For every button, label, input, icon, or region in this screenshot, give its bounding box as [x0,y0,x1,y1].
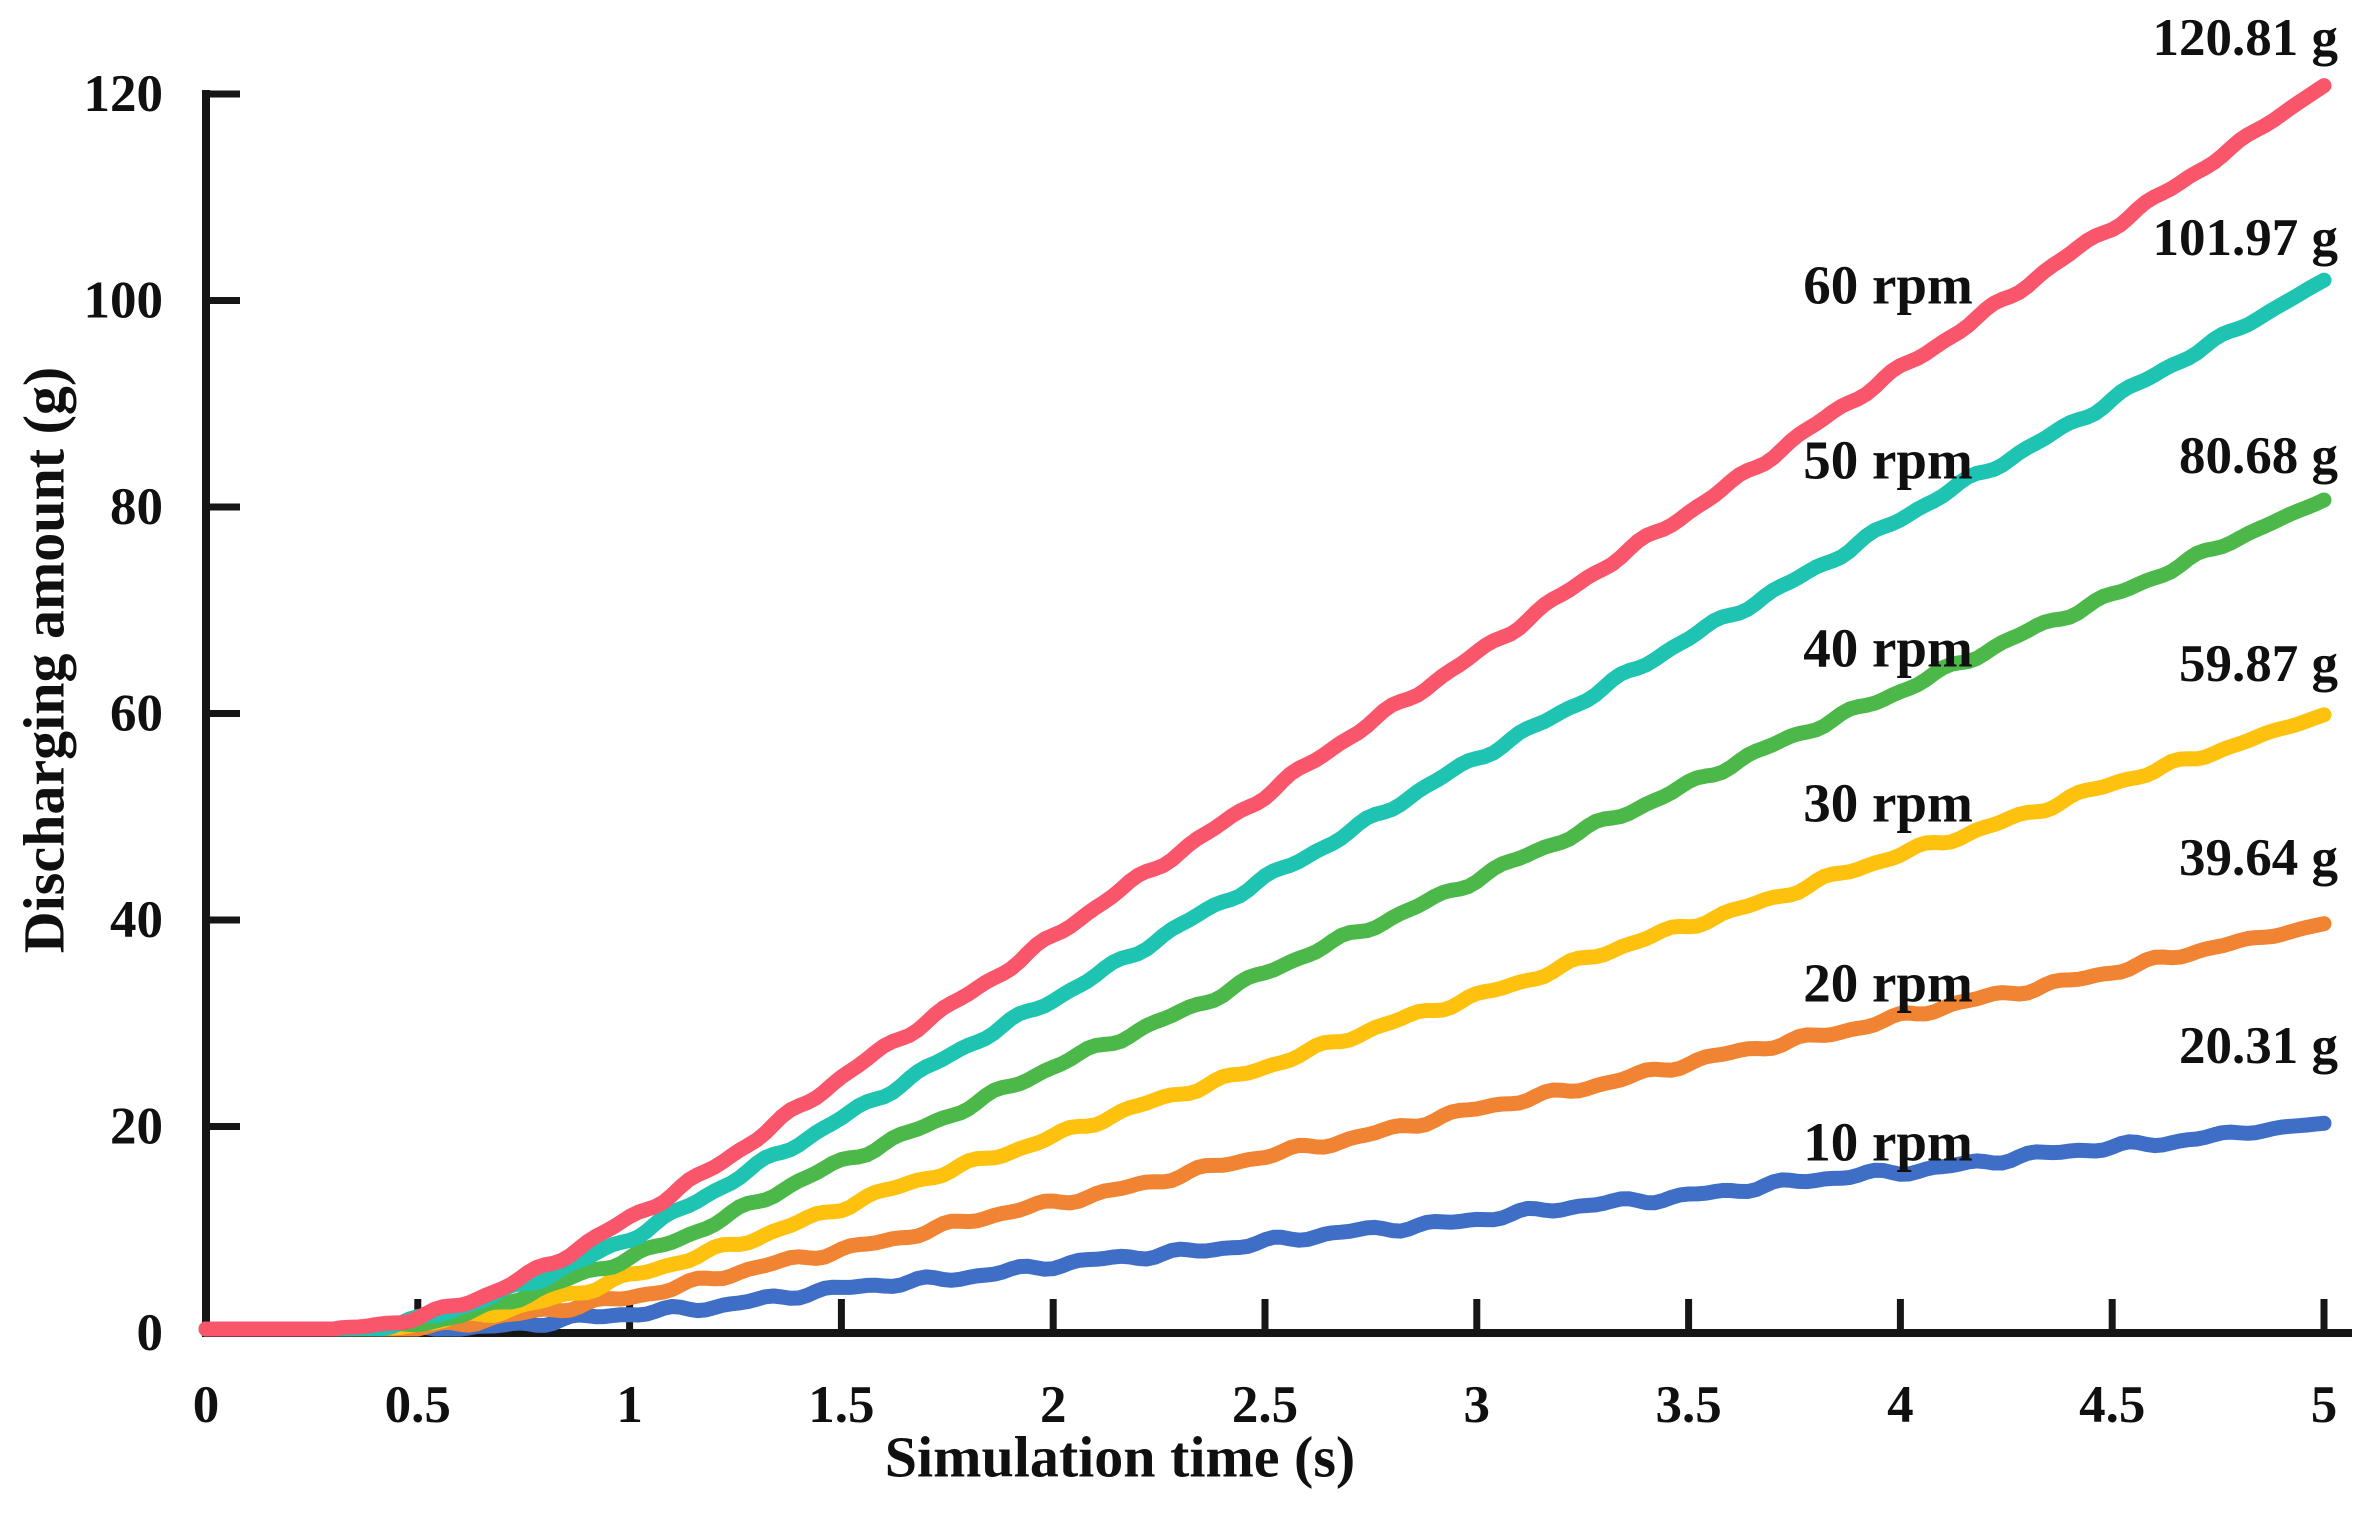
plot-area: 0 0.5 1 1.5 2 2.5 3 3.5 4 4.5 5 0 20 40 60 80 100 120 60 r… [84,9,2352,1434]
end-value-label: 101.97 g [2153,209,2339,267]
series-line-60-rpm [198,78,2332,1337]
end-value-label: 59.87 g [2179,635,2338,693]
x-axis-title: Simulation time (s) [885,1425,1355,1490]
series-line-10-rpm [198,1115,2332,1337]
x-tick-label: 1 [616,1376,643,1434]
y-tick-label: 0 [137,1304,164,1362]
series-name-label: 10 rpm [1803,1112,1973,1173]
x-tick-label: 4 [1887,1376,1914,1434]
x-tick-label: 0 [193,1376,220,1434]
x-tick-label: 3.5 [1655,1376,1721,1434]
x-tick-label: 3 [1464,1376,1491,1434]
y-tick-label: 20 [110,1098,163,1156]
y-tick-label: 80 [110,478,163,536]
series-line-20-rpm [198,916,2332,1337]
x-tick-label: 2.5 [1232,1376,1298,1434]
y-tick-label: 120 [84,65,164,123]
x-tick-label: 2 [1040,1376,1067,1434]
series-name-label: 50 rpm [1803,430,1973,491]
end-value-label: 120.81 g [2153,9,2339,67]
x-tick-label: 1.5 [808,1376,874,1434]
series-line-40-rpm [198,492,2332,1337]
series-line-50-rpm [198,272,2332,1337]
end-value-label: 39.64 g [2179,829,2338,887]
series-name-label: 60 rpm [1803,255,1973,316]
x-tick-label: 4.5 [2079,1376,2145,1434]
y-tick-label: 40 [110,891,163,949]
series-name-label: 30 rpm [1803,773,1973,834]
y-tick-label: 100 [84,272,164,330]
series-line-30-rpm [198,707,2332,1337]
series-name-label: 20 rpm [1803,953,1973,1014]
end-value-label: 80.68 g [2179,427,2338,485]
series-name-label: 40 rpm [1803,618,1973,679]
y-tick-label: 60 [110,685,163,743]
y-axis-title: Discharging amount (g) [12,367,77,953]
x-tick-label: 5 [2311,1376,2338,1434]
end-value-label: 20.31 g [2179,1017,2338,1075]
x-tick-label: 0.5 [385,1376,451,1434]
